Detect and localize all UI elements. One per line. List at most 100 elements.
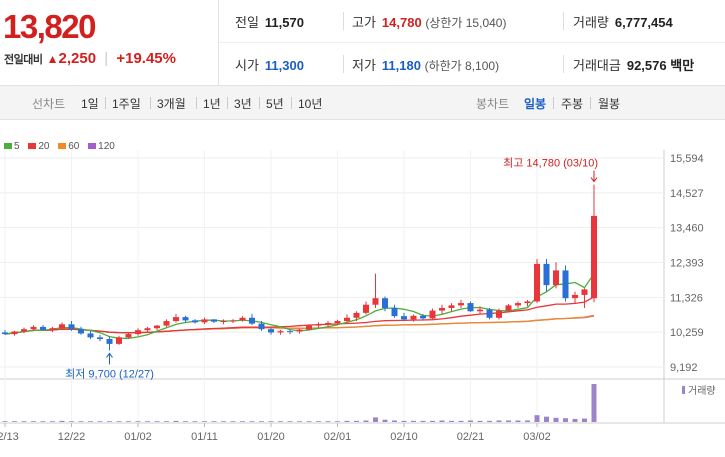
period-10y[interactable]: 10년 — [298, 97, 323, 111]
candle-body — [439, 307, 445, 311]
open: 시가 11,300 — [235, 55, 304, 74]
legend-swatch — [88, 142, 97, 149]
prev-close: 전일 11,570 — [235, 12, 304, 31]
candle-body — [353, 312, 360, 318]
candle-body — [543, 263, 550, 286]
volume-bar — [392, 420, 397, 422]
legend-swatch — [4, 142, 12, 149]
period-3m[interactable]: 3개월 — [157, 97, 186, 111]
lower-limit: (하한가 8,100) — [424, 59, 500, 73]
volume-bar — [164, 421, 169, 422]
candle-body — [572, 294, 578, 299]
volume-bar — [268, 421, 274, 422]
x-tick-label: 02/10 — [390, 431, 418, 443]
stats-row-1: 전일 11,570 고가 14,780 (상한가 15,040) 거래량 6,777,… — [219, 0, 725, 43]
change-percent: +19.45% — [116, 50, 176, 67]
candle-body — [420, 315, 426, 319]
volume-bar — [240, 421, 245, 422]
candle-body — [239, 317, 246, 321]
volume-bar — [458, 420, 464, 422]
grid — [0, 150, 664, 423]
candle-body — [163, 321, 170, 326]
volume-bar — [88, 421, 93, 422]
line-chart-label[interactable]: 선차트 — [32, 97, 66, 111]
high: 고가 14,780 (상한가 15,040) — [352, 12, 506, 31]
candle-weekly[interactable]: 주봉 — [561, 97, 584, 111]
current-price: 13,820 — [3, 8, 96, 45]
candle-body — [11, 331, 18, 335]
volume-bar — [544, 416, 549, 422]
volume-bar — [126, 421, 131, 422]
candle-body — [49, 328, 56, 330]
legend-label: 120 — [98, 141, 115, 152]
candle-chart-label[interactable]: 봉차트 — [476, 97, 510, 111]
legend-label: 20 — [38, 141, 50, 152]
volume-bar — [135, 421, 141, 422]
amount-label: 거래대금 — [573, 58, 621, 73]
volume-bar — [107, 421, 112, 422]
volume-bars — [2, 384, 597, 422]
candle-body — [534, 263, 540, 302]
candle-body — [410, 315, 417, 320]
change-value: 2,250 — [58, 50, 97, 67]
volume-bar — [468, 420, 473, 422]
x-tick-label: 02/21 — [457, 431, 485, 443]
candle-body — [344, 317, 350, 322]
candle-daily[interactable]: 일봉 — [524, 97, 547, 111]
candle-body — [116, 337, 122, 344]
volume-bar — [50, 421, 55, 422]
volume-value: 6,777,454 — [614, 15, 673, 30]
legend-ma20: 20 — [28, 141, 49, 152]
candle-body — [249, 317, 255, 324]
x-axis-ticks: 12/13 12/22 01/02 01/11 01/20 02/01 02/10 02/21… — [0, 423, 551, 443]
period-5y[interactable]: 5년 — [266, 97, 284, 111]
low: 저가 11,180 (하한가 8,100) — [352, 55, 499, 74]
volume-bar — [306, 421, 312, 422]
volume-bar — [278, 421, 283, 422]
chart-legend: 5 20 60 120 — [4, 141, 121, 152]
volume-bar — [525, 420, 530, 422]
candle-body — [192, 320, 198, 323]
x-tick-label: 01/20 — [257, 431, 285, 443]
volume-bar — [173, 420, 179, 422]
high-value: 14,780 — [381, 15, 422, 30]
candle-body — [553, 270, 559, 286]
volume-bar — [249, 421, 255, 422]
price-box: 13,820 전일대비 ▲2,250 | +19.45% — [0, 0, 219, 86]
divider — [563, 55, 564, 73]
period-1y[interactable]: 1년 — [203, 97, 221, 111]
volume-bar — [439, 420, 445, 422]
candle-body — [59, 324, 65, 329]
volume-bar — [534, 415, 540, 422]
candle-body — [268, 329, 274, 333]
volume-bar — [59, 420, 65, 422]
volume-bar — [449, 420, 454, 422]
candle-body — [591, 215, 597, 299]
x-tick-label: 01/11 — [191, 431, 218, 443]
divider — [343, 12, 344, 30]
volume-bar — [563, 418, 568, 422]
period-3y[interactable]: 3년 — [234, 97, 252, 111]
candle-body — [40, 326, 46, 330]
volume-bar — [401, 420, 407, 422]
change-row: 전일대비 ▲2,250 | +19.45% — [4, 50, 176, 67]
candle-body — [581, 289, 588, 295]
candle-body — [325, 322, 331, 325]
volume-bar — [31, 421, 36, 422]
candle-body — [296, 329, 303, 332]
x-tick-label: 02/01 — [324, 431, 352, 443]
low-annotation: 최저 9,700 (12/27) — [65, 367, 154, 380]
volume-bar — [582, 418, 587, 422]
candle-monthly[interactable]: 월봉 — [598, 97, 621, 111]
volume-legend: 거래량 — [682, 385, 716, 397]
period-1d[interactable]: 1일 — [81, 97, 99, 111]
volume-bar — [572, 418, 578, 422]
change-label: 전일대비 — [4, 54, 43, 66]
candle-body — [2, 332, 8, 335]
candle-body — [315, 324, 322, 326]
volume-bar — [411, 420, 416, 422]
period-1w[interactable]: 1주일 — [112, 97, 141, 111]
candle-body — [144, 328, 151, 331]
divider — [105, 97, 106, 109]
